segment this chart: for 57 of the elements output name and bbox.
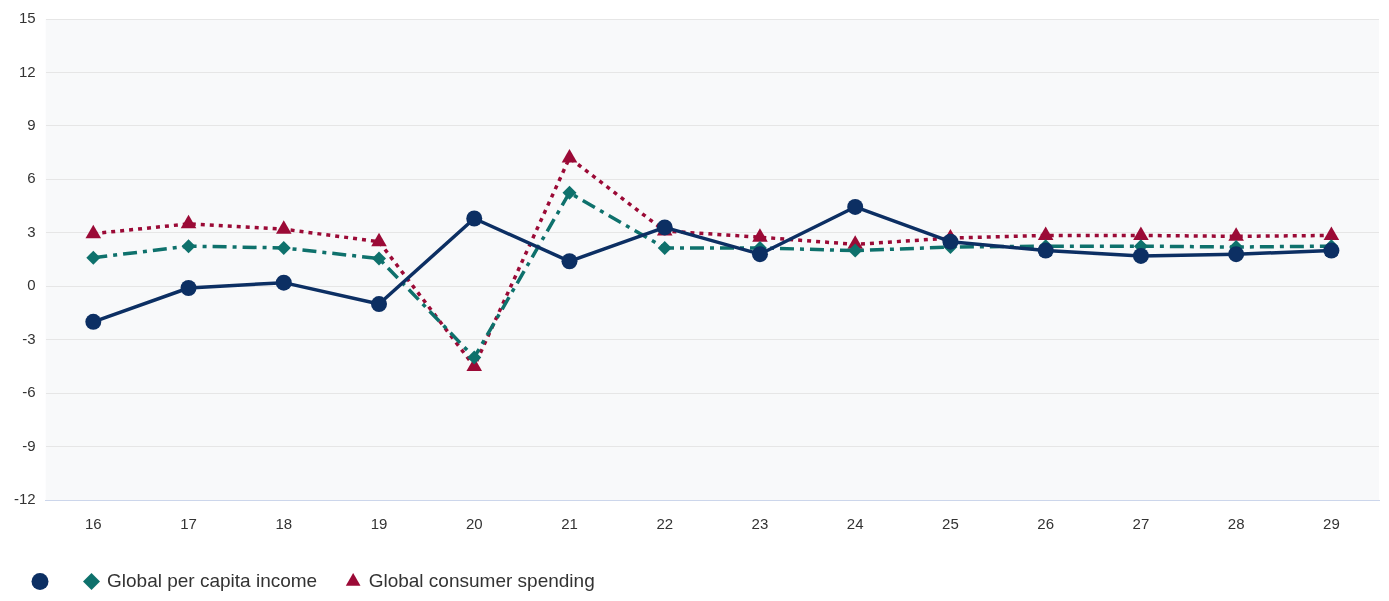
x-tick-label: 22	[656, 515, 674, 533]
legend-label: Global consumer spending	[368, 569, 595, 591]
x-tick-label: 16	[84, 515, 102, 533]
x-tick-label: 17	[180, 515, 197, 533]
point	[561, 253, 578, 270]
y-tick-label: 0	[27, 276, 36, 294]
point	[85, 224, 102, 239]
y-tick-label: -3	[22, 329, 36, 347]
x-tick-label: 25	[942, 515, 959, 533]
x-tick-label: 20	[465, 515, 483, 533]
point	[1133, 226, 1149, 240]
point	[371, 296, 388, 313]
point	[372, 251, 387, 266]
point	[275, 274, 292, 291]
point	[751, 246, 768, 263]
x-tick-label: 27	[1132, 515, 1150, 533]
point	[180, 214, 197, 229]
y-tick-label: 12	[18, 62, 36, 80]
point	[848, 243, 863, 258]
y-tick-label: 6	[27, 169, 36, 187]
point	[371, 232, 387, 247]
y-tick-label: -12	[13, 490, 36, 508]
point	[275, 220, 292, 234]
point	[561, 148, 578, 163]
point	[847, 198, 864, 215]
point	[86, 250, 101, 265]
x-tick-label: 21	[561, 515, 578, 533]
point	[466, 210, 483, 227]
x-tick-label: 18	[275, 515, 293, 533]
point	[467, 350, 482, 365]
legend-label: Global per capita income	[107, 569, 318, 591]
point	[180, 280, 197, 296]
x-tick-label: 23	[751, 515, 769, 533]
point	[657, 240, 672, 255]
point	[85, 313, 102, 330]
point	[1228, 227, 1244, 241]
y-tick-label: 15	[18, 9, 36, 27]
point	[562, 185, 577, 200]
point	[1323, 242, 1340, 259]
y-tick-label: -9	[22, 436, 36, 454]
point	[1228, 246, 1245, 263]
x-tick-label: 26	[1037, 515, 1055, 533]
point	[181, 239, 196, 254]
point	[276, 240, 291, 255]
point	[1132, 247, 1149, 264]
x-tick-label: 19	[370, 515, 388, 533]
y-tick-label: -6	[22, 383, 36, 401]
point	[752, 228, 768, 242]
x-tick-label: 24	[846, 515, 864, 533]
y-tick-label: 3	[27, 222, 36, 240]
point	[1037, 226, 1054, 240]
y-tick-label: 9	[27, 116, 36, 134]
point	[1323, 226, 1340, 240]
x-tick-label: 29	[1323, 515, 1340, 533]
x-tick-label: 28	[1227, 515, 1245, 533]
point	[1037, 242, 1054, 259]
point	[942, 233, 959, 250]
